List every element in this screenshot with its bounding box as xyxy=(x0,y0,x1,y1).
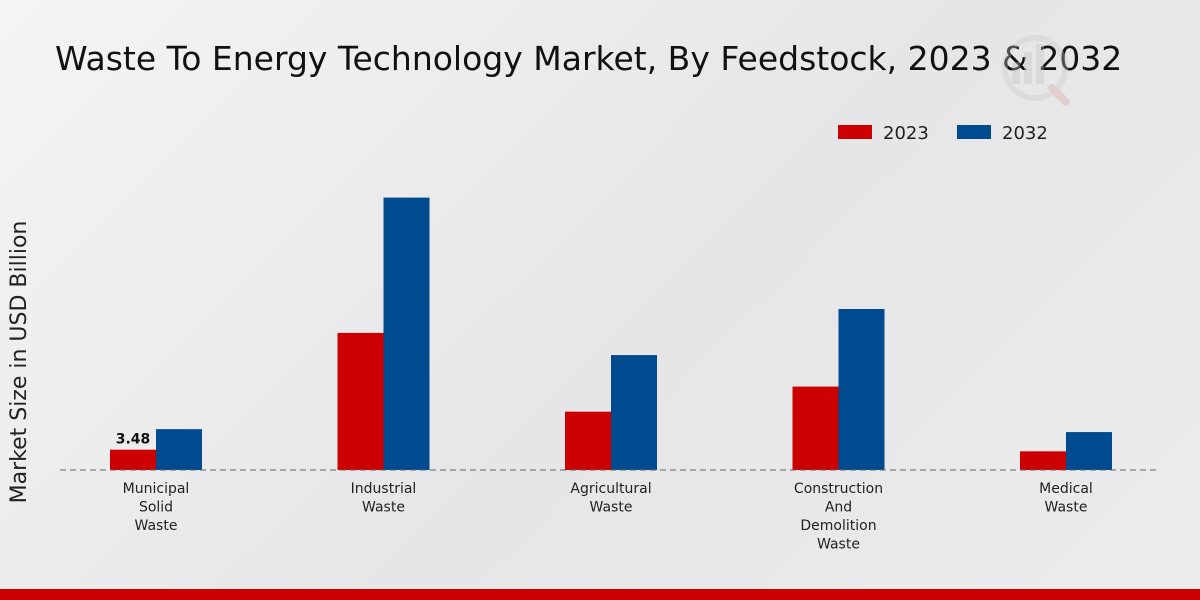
bar-2023-4 xyxy=(1020,451,1066,470)
watermark-logo xyxy=(1002,35,1070,106)
tick-label-3: Construction And Demolition Waste xyxy=(794,481,883,553)
tick-label-0: Municipal Solid Waste xyxy=(123,481,190,534)
chart-title: Waste To Energy Technology Market, By Fe… xyxy=(55,39,1122,78)
bar-2023-0 xyxy=(110,449,156,470)
bar-2023-1 xyxy=(337,332,384,470)
tick-label-2: Agricultural Waste xyxy=(570,481,651,516)
x-axis-ticks: Municipal Solid Waste Industrial Waste Agricu… xyxy=(123,481,1093,553)
y-axis-label: Market Size in USD Billion xyxy=(7,221,32,504)
legend-swatch xyxy=(838,125,872,139)
bar-2023-3 xyxy=(792,386,839,470)
bar-2032-2 xyxy=(611,355,657,470)
bar-2032-4 xyxy=(1066,432,1112,470)
bar-2032-3 xyxy=(838,309,885,470)
tick-label-4: Medical Waste xyxy=(1039,481,1093,516)
legend: 2023 2032 xyxy=(838,123,1048,144)
data-label-0: 3.48 xyxy=(116,432,151,448)
legend-item-2023: 2023 xyxy=(838,123,929,144)
bar-2032-1 xyxy=(383,197,430,471)
legend-swatch xyxy=(957,125,991,139)
bar-2032-0 xyxy=(156,429,202,470)
legend-label: 2023 xyxy=(883,123,929,144)
legend-item-2032: 2032 xyxy=(957,123,1048,144)
tick-label-1: Industrial Waste xyxy=(351,481,417,516)
legend-label: 2032 xyxy=(1002,123,1048,144)
bottom-accent-bar xyxy=(0,589,1200,600)
data-labels: 3.48 xyxy=(116,432,151,448)
bars xyxy=(110,197,1112,471)
bar-2023-2 xyxy=(565,411,611,470)
